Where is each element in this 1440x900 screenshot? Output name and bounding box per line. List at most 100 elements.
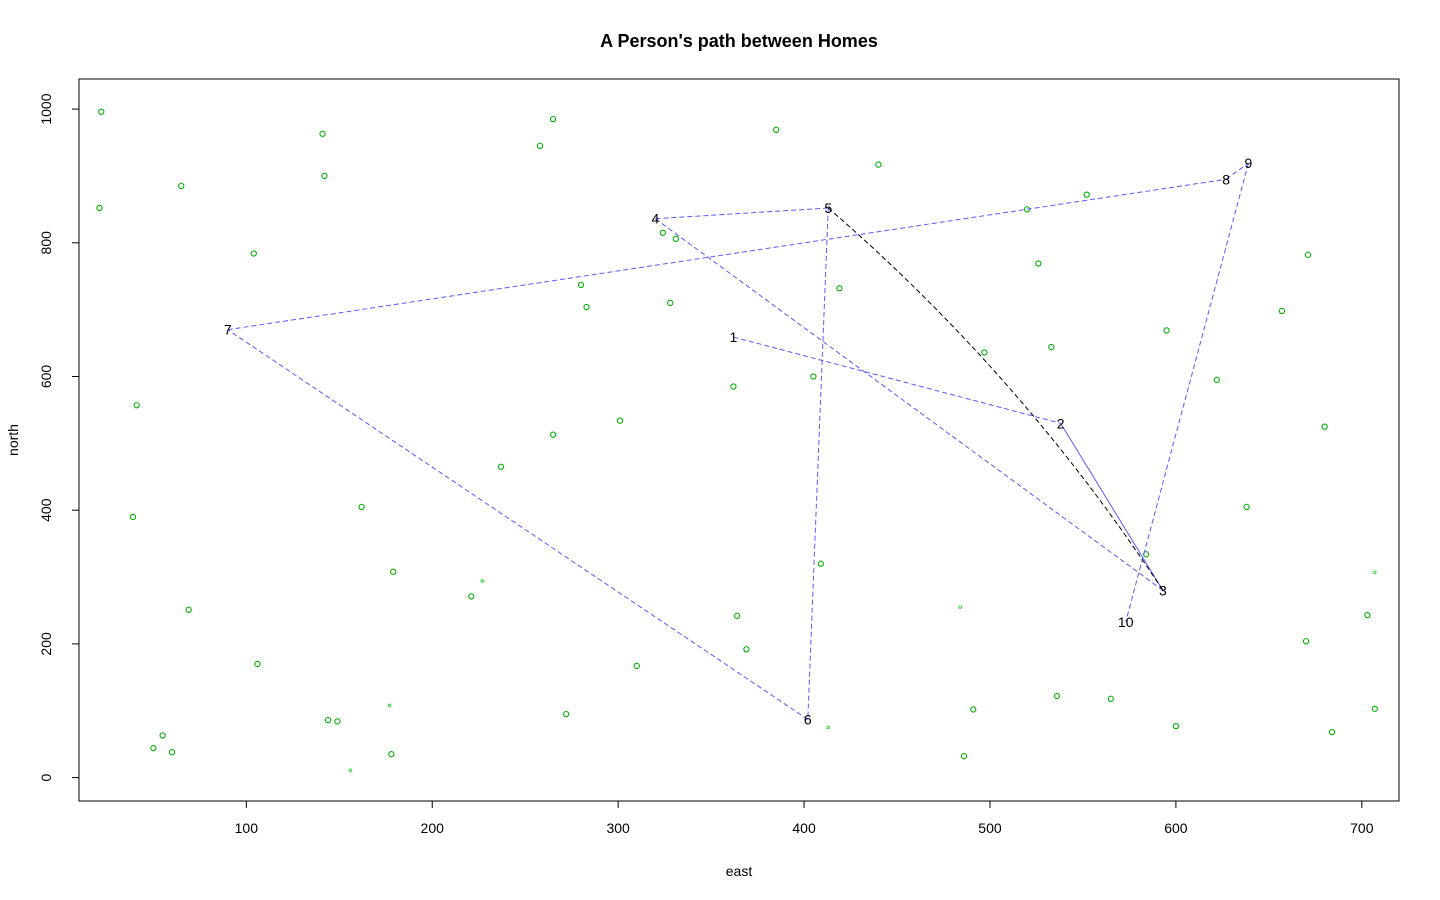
home-point bbox=[1163, 327, 1170, 334]
stop-label: 1 bbox=[730, 329, 738, 345]
stop-labels-layer: 1 2 3 4 5 6 7 89 10 bbox=[224, 155, 1253, 727]
home-point bbox=[577, 281, 585, 289]
y-tick-label: 400 bbox=[38, 498, 54, 522]
home-point bbox=[549, 115, 557, 123]
x-axis-label: east bbox=[726, 863, 753, 879]
home-point bbox=[1304, 251, 1312, 258]
stop-label: 5 bbox=[824, 200, 832, 216]
path-segment bbox=[1225, 162, 1249, 180]
home-point bbox=[733, 612, 741, 619]
home-point bbox=[1053, 692, 1061, 700]
plot-frame bbox=[78, 78, 1400, 802]
home-point bbox=[810, 373, 817, 380]
home-point bbox=[1107, 695, 1114, 702]
chart-title: A Person's path between Homes bbox=[600, 31, 878, 51]
home-point bbox=[970, 706, 977, 713]
home-point-small bbox=[826, 725, 830, 730]
home-point bbox=[1172, 722, 1180, 730]
y-tick-label: 1000 bbox=[38, 93, 54, 124]
home-point bbox=[1213, 376, 1220, 383]
home-point bbox=[168, 749, 176, 756]
y-axis: 0 200 400 600 800 1000 bbox=[38, 93, 80, 782]
home-point-small bbox=[387, 703, 392, 708]
stop-label: 2 bbox=[1057, 415, 1065, 431]
home-point bbox=[388, 751, 395, 758]
home-point bbox=[633, 662, 640, 670]
home-point bbox=[1243, 503, 1250, 511]
home-point bbox=[562, 710, 570, 718]
home-point bbox=[1364, 612, 1371, 619]
home-point bbox=[150, 745, 157, 752]
x-axis: 100 200 300 400 500 600 700 bbox=[235, 800, 1374, 836]
home-point bbox=[468, 593, 475, 600]
home-point bbox=[159, 732, 166, 739]
stop-label: 4 bbox=[651, 211, 659, 227]
home-point bbox=[730, 383, 737, 390]
home-point bbox=[549, 431, 557, 438]
home-point bbox=[178, 182, 185, 190]
path-segment bbox=[655, 207, 829, 220]
stop-label: 8 bbox=[1222, 171, 1230, 187]
home-point bbox=[667, 299, 674, 307]
home-point bbox=[1328, 728, 1336, 736]
home-point bbox=[1302, 638, 1310, 645]
home-point bbox=[1278, 307, 1286, 315]
path-segment bbox=[655, 218, 1164, 591]
x-tick-label: 600 bbox=[1164, 820, 1188, 836]
home-point bbox=[250, 250, 257, 257]
home-point bbox=[98, 108, 105, 115]
y-tick-label: 0 bbox=[38, 774, 54, 782]
home-point bbox=[185, 606, 192, 613]
x-tick-label: 500 bbox=[978, 820, 1002, 836]
y-tick-label: 800 bbox=[38, 231, 54, 255]
home-point-small bbox=[480, 579, 485, 583]
home-point bbox=[497, 463, 505, 470]
home-point bbox=[254, 660, 261, 668]
home-point bbox=[616, 417, 624, 424]
x-tick-label: 200 bbox=[421, 820, 445, 836]
home-point bbox=[536, 142, 544, 150]
home-point-small bbox=[958, 605, 962, 609]
home-point bbox=[1371, 705, 1378, 712]
homes-layer bbox=[96, 108, 1378, 772]
curved-path-segment bbox=[827, 207, 1164, 591]
path-segment bbox=[227, 329, 809, 720]
home-point bbox=[659, 229, 666, 236]
home-point bbox=[817, 560, 824, 567]
home-point-small bbox=[348, 768, 353, 772]
home-point bbox=[133, 402, 140, 409]
stop-label: 6 bbox=[804, 711, 812, 727]
path-segment bbox=[227, 178, 1227, 331]
home-point bbox=[1083, 191, 1090, 198]
home-point bbox=[324, 716, 332, 724]
path-segment bbox=[1060, 423, 1164, 591]
home-point bbox=[836, 285, 843, 292]
x-tick-label: 400 bbox=[792, 820, 816, 836]
home-point bbox=[358, 503, 365, 511]
home-point bbox=[672, 235, 679, 242]
stop-label: 7 bbox=[224, 322, 232, 338]
home-point bbox=[960, 753, 968, 760]
x-tick-label: 300 bbox=[606, 820, 630, 836]
home-point bbox=[743, 646, 750, 653]
home-point bbox=[1035, 260, 1042, 267]
home-point bbox=[129, 513, 137, 521]
stop-label: 9 bbox=[1245, 155, 1253, 171]
home-point bbox=[321, 172, 328, 180]
path-segment bbox=[733, 336, 1061, 424]
home-point bbox=[583, 303, 590, 311]
x-tick-label: 100 bbox=[235, 820, 259, 836]
home-point bbox=[773, 126, 780, 133]
home-point bbox=[875, 161, 882, 168]
y-axis-label: north bbox=[5, 424, 21, 456]
y-tick-label: 200 bbox=[38, 632, 54, 656]
y-tick-label: 600 bbox=[38, 365, 54, 389]
home-point bbox=[1048, 343, 1055, 351]
home-point bbox=[1321, 423, 1328, 430]
home-point bbox=[319, 130, 326, 137]
home-point bbox=[981, 349, 988, 356]
home-point-small bbox=[1373, 570, 1377, 575]
stop-label: 3 bbox=[1159, 582, 1167, 598]
path-segment bbox=[1125, 163, 1249, 622]
